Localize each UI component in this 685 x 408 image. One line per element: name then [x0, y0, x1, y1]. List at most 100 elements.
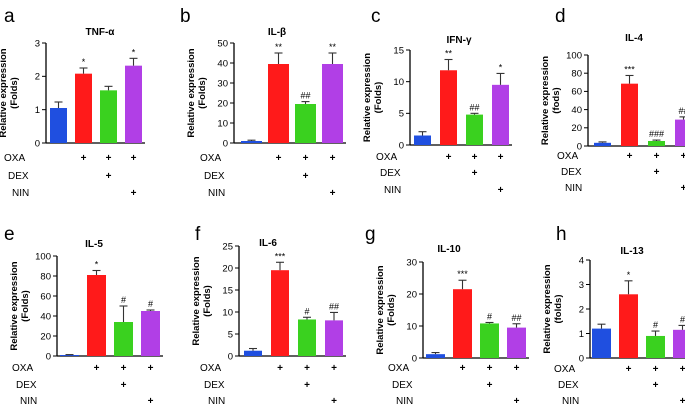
- treatment-plus: +: [472, 152, 478, 163]
- treatment-plus: +: [498, 152, 504, 163]
- y-tick-label: 20: [40, 331, 51, 342]
- significance-label: *: [82, 57, 86, 67]
- bar-oxa-dex: [295, 104, 316, 143]
- y-axis-label: (folds): [553, 294, 564, 323]
- y-tick-label: 100: [35, 251, 51, 262]
- bar-oxa-dex: [114, 322, 133, 356]
- treatment-plus: +: [331, 396, 337, 407]
- y-axis-label: Relative expression: [542, 264, 553, 353]
- panel-letter: f: [195, 224, 201, 245]
- panel-a: a TNF-α Relative expression (Folds) 0 1 2 3 * * OX…: [0, 6, 145, 199]
- bar-control: [60, 355, 79, 356]
- panel-h: h IL-13 Relative expression (folds) 0 1 2 3 4 * # #…: [542, 224, 685, 407]
- y-axis-label: (Folds): [202, 285, 213, 317]
- y-tick-label: 0: [35, 138, 40, 149]
- treatment-label: OXA: [388, 363, 409, 374]
- panel-title: IL-6: [259, 238, 277, 249]
- bar-oxa: [619, 294, 638, 358]
- treatment-label: DEX: [204, 380, 225, 391]
- treatment-plus: +: [680, 364, 685, 375]
- panel-e: e IL-5 Relative expression (Folds) 0 20 40 60 80…: [4, 224, 163, 407]
- y-axis-label: (Folds): [373, 82, 384, 114]
- treatment-label: NIN: [208, 396, 225, 407]
- treatment-label: DEX: [204, 171, 225, 182]
- treatment-label: OXA: [200, 153, 221, 164]
- treatment-plus: +: [681, 183, 685, 194]
- treatment-plus: +: [487, 380, 493, 391]
- y-tick-label: 0: [399, 140, 404, 151]
- y-tick-label: 5: [228, 329, 233, 340]
- bar-oxa: [271, 270, 289, 356]
- treatment-plus: +: [121, 363, 127, 374]
- y-tick-label: 20: [222, 263, 233, 274]
- bar-oxa-dex: [648, 140, 665, 146]
- treatment-plus: +: [121, 380, 127, 391]
- treatment-plus: +: [131, 188, 137, 199]
- treatment-plus: +: [680, 396, 685, 407]
- panel-title: IL-10: [437, 244, 461, 255]
- y-axis-label: Relative expression: [375, 265, 386, 354]
- significance-label: ###: [649, 129, 664, 139]
- y-axis-label: (Folds): [197, 77, 208, 109]
- y-tick-label: 10: [217, 118, 228, 129]
- treatment-plus: +: [498, 185, 504, 196]
- y-tick-label: 25: [222, 241, 233, 252]
- treatment-label: NIN: [208, 188, 225, 199]
- significance-label: ***: [624, 64, 635, 74]
- y-tick-label: 60: [40, 291, 51, 302]
- treatment-plus: +: [277, 363, 283, 374]
- treatment-label: OXA: [12, 363, 33, 374]
- treatment-label: OXA: [554, 364, 575, 375]
- bar-oxa-dex: [298, 319, 316, 356]
- y-axis-label: (fods): [551, 87, 562, 113]
- y-tick-label: 20: [217, 98, 228, 109]
- y-tick-label: 40: [217, 58, 228, 69]
- treatment-label: DEX: [558, 380, 579, 391]
- bar-control: [244, 350, 262, 356]
- treatment-plus: +: [330, 188, 336, 199]
- y-tick-label: 4: [579, 255, 584, 266]
- y-axis-label: Relative expression: [186, 48, 197, 137]
- bar-oxa-nin: [141, 311, 160, 356]
- bar-oxa-nin: [322, 64, 343, 143]
- panel-g: g IL-10 Relative expression (Folds) 0 10 20 30 *…: [365, 224, 529, 407]
- significance-label: ***: [275, 251, 286, 261]
- y-tick-label: 0: [579, 353, 584, 364]
- panel-letter: a: [4, 6, 15, 27]
- y-tick-label: 30: [217, 78, 228, 89]
- treatment-plus: +: [446, 152, 452, 163]
- panel-title: TNF-α: [86, 27, 116, 38]
- y-tick-label: 80: [40, 271, 51, 282]
- y-tick-label: 0: [46, 351, 51, 362]
- y-axis-label: Relative expression: [0, 48, 9, 137]
- y-tick-label: 80: [571, 69, 582, 80]
- bar-control: [241, 141, 262, 143]
- bar-control: [594, 142, 611, 146]
- significance-label: ##: [678, 106, 685, 116]
- bar-oxa-dex: [646, 335, 665, 358]
- bar-oxa: [453, 289, 472, 358]
- treatment-plus: +: [330, 153, 336, 164]
- y-axis-label: Relative expression: [540, 56, 551, 145]
- treatment-label: NIN: [20, 396, 37, 407]
- bar-oxa-dex: [480, 323, 499, 358]
- y-tick-label: 3: [35, 38, 40, 49]
- panel-letter: e: [4, 224, 15, 245]
- treatment-plus: +: [654, 167, 660, 178]
- panel-letter: h: [556, 224, 567, 245]
- bar-control: [592, 328, 611, 358]
- significance-label: **: [445, 49, 453, 59]
- y-tick-label: 0: [412, 353, 417, 364]
- treatment-label: NIN: [396, 396, 413, 407]
- significance-label: ***: [457, 269, 468, 279]
- y-axis-label: Relative expression: [9, 261, 20, 350]
- treatment-plus: +: [487, 363, 493, 374]
- treatment-plus: +: [304, 380, 310, 391]
- y-tick-label: 60: [571, 87, 582, 98]
- treatment-label: OXA: [200, 363, 221, 374]
- significance-label: *: [499, 62, 503, 72]
- bar-oxa: [75, 73, 92, 143]
- panel-title: IL-4: [625, 33, 643, 44]
- bar-oxa-nin: [325, 320, 343, 356]
- y-tick-label: 10: [393, 77, 404, 88]
